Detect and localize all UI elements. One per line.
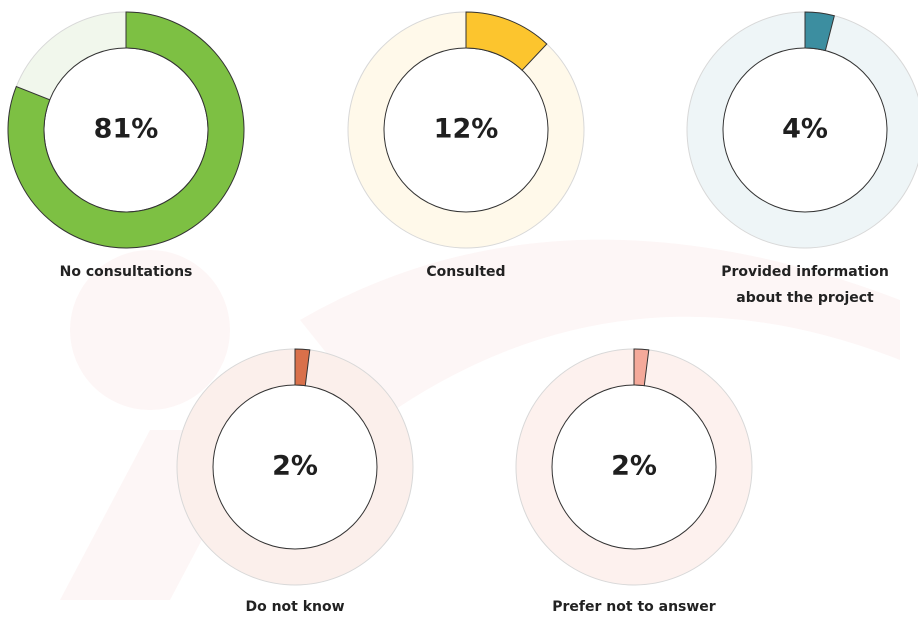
center-value-label: 81% [94, 114, 159, 145]
donut-segment [633, 348, 650, 387]
category-label: Prefer not to answer [552, 599, 716, 615]
center-value-label: 2% [272, 451, 318, 482]
donut-segment [465, 11, 548, 71]
category-label: Do not know [245, 599, 345, 615]
donut-segment [7, 11, 245, 249]
center-value-label: 12% [434, 114, 499, 145]
category-label: Provided information about the project [721, 264, 889, 306]
center-value-label: 2% [611, 451, 657, 482]
category-label: Consulted [426, 264, 506, 280]
donut-segment [294, 348, 311, 387]
center-value-label: 4% [782, 114, 828, 145]
category-label: No consultations [59, 264, 193, 280]
donut-segment [804, 11, 835, 52]
